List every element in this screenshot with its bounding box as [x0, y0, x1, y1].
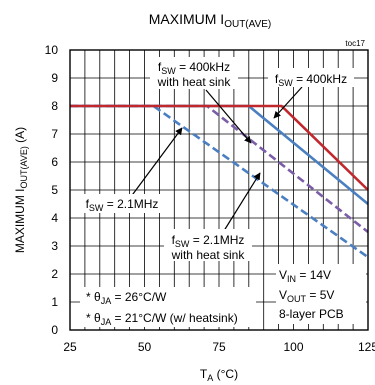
annotation-part: * θ [86, 290, 101, 304]
label-background [80, 287, 256, 327]
label-background [276, 264, 366, 324]
annotation-part: f [86, 197, 90, 211]
annotation-part: = 26°C/W [111, 290, 167, 304]
annotation-boxes [78, 57, 366, 327]
annotation-part: SW [89, 203, 104, 213]
y-tick-label: 6 [51, 155, 58, 169]
annotation-part: V [279, 268, 287, 282]
y-tick-label: 7 [51, 127, 58, 141]
annotation-arrow [273, 86, 303, 119]
annotation-part: SW [278, 78, 293, 88]
annotation-arrow [221, 172, 261, 235]
annotation-part: V [279, 288, 287, 302]
annotation-part: f [158, 60, 162, 74]
annotation-part: OUT [287, 294, 307, 304]
plot-frame [69, 49, 369, 331]
annotation-part: = 2.1MHz [189, 233, 244, 247]
annotation-text: fSW = 400kHz [275, 72, 347, 88]
annotation-part: with heat sink [157, 75, 232, 89]
series-group [70, 104, 369, 259]
annotation-arrows [129, 86, 303, 235]
y-tick-label: 8 [51, 99, 58, 113]
chart-title: MAXIMUM IOUT(AVE) [149, 11, 272, 30]
annotation-part: f [172, 233, 176, 247]
annotation-text: VIN = 14V [279, 268, 331, 284]
annotation-part: SW [175, 239, 190, 249]
annotation-part: 8-layer PCB [279, 307, 344, 321]
x-tick-label: 75 [212, 340, 226, 354]
x-tick-labels: 25 50 75 100 125 [63, 340, 375, 354]
annotation-part: = 14V [296, 268, 331, 282]
x-tick-label: 50 [138, 340, 152, 354]
y-tick-label: 4 [51, 211, 58, 225]
label-background [78, 194, 166, 213]
annotation-part: JA [101, 317, 112, 327]
annotation-part: = 400kHz [293, 72, 347, 86]
label-background [268, 68, 354, 87]
label-background [150, 57, 238, 89]
y-tick-label: 9 [51, 71, 58, 85]
annotation-text: fSW = 400kHz [158, 60, 230, 76]
annotation-arrow [129, 127, 183, 199]
annotation-part: = 2.1MHz [103, 197, 158, 211]
annotation-part: = 5V [306, 288, 334, 302]
annotation-text: * θJA = 21°C/W (w/ heatsink) [86, 311, 238, 327]
annotation-text: with heat sink [171, 248, 246, 262]
label-background [164, 229, 252, 261]
y-tick-label: 10 [45, 43, 59, 57]
annotation-part: JA [101, 296, 112, 306]
annotation-part: * θ [86, 311, 101, 325]
annotation-part: SW [161, 66, 176, 76]
y-tick-label: 1 [51, 295, 58, 309]
x-tick-label: 25 [63, 340, 77, 354]
y-tick-label: 2 [51, 267, 58, 281]
x-tick-label: 100 [283, 340, 303, 354]
y-axis-label: MAXIMUM IOUT(AVE) (A) [13, 127, 29, 253]
annotation-part: f [275, 72, 279, 86]
annotation-arrow [205, 89, 252, 144]
annotation-text: fSW = 2.1MHz [86, 197, 159, 213]
y-tick-labels: 0 1 2 3 4 5 6 7 8 9 10 [45, 43, 59, 337]
x-tick-label: 125 [358, 340, 375, 354]
annotation-text: with heat sink [157, 75, 232, 89]
annotation-part: IN [287, 274, 296, 284]
annotation-part: with heat sink [171, 248, 246, 262]
annotation-text: * θJA = 26°C/W [86, 290, 167, 306]
y-tick-label: 3 [51, 239, 58, 253]
y-tick-label: 5 [51, 183, 58, 197]
y-tick-label: 0 [51, 323, 58, 337]
annotation-text: VOUT = 5V [279, 288, 334, 304]
series-line [70, 104, 369, 191]
x-axis-label: TA (°C) [200, 367, 238, 383]
figure-code: toc17 [345, 39, 365, 48]
annotation-text: fSW = 2.1MHz [172, 233, 245, 249]
annotation-part: = 400kHz [176, 60, 230, 74]
annotation-text: 8-layer PCB [279, 307, 344, 321]
annotation-part: = 21°C/W (w/ heatsink) [111, 311, 238, 325]
